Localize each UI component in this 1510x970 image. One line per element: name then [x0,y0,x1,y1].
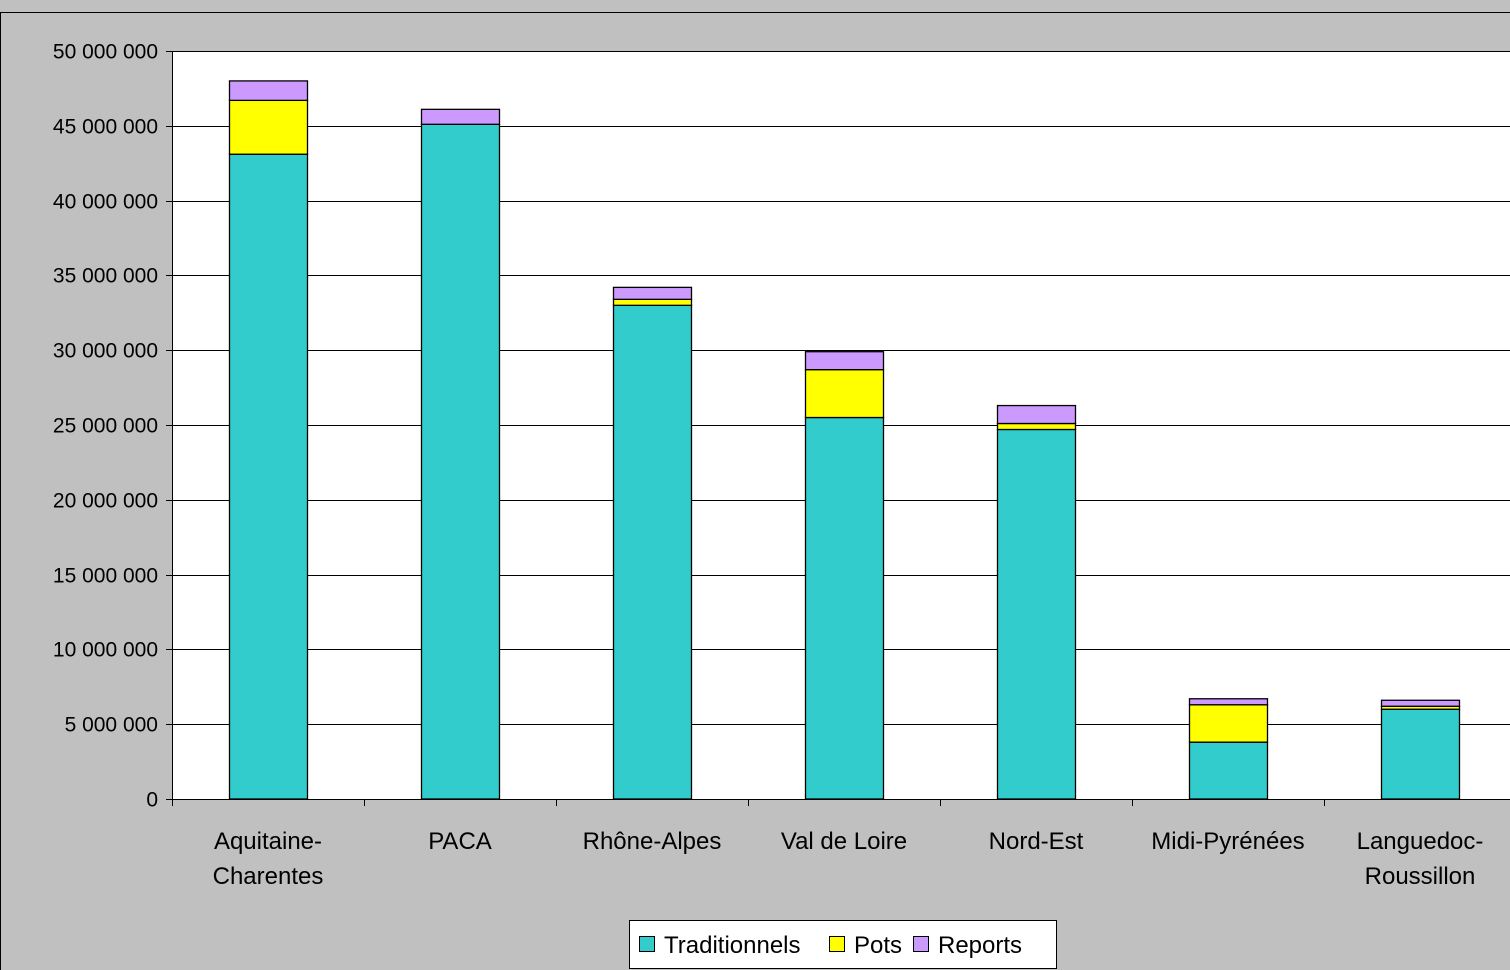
x-tick-label: Rhône-Alpes [583,828,722,855]
y-tick-label: 0 [146,789,158,812]
bar-segment [228,80,309,102]
y-tick-label: 35 000 000 [53,265,158,288]
x-tick-label: Nord-Est [989,828,1084,855]
y-tick-label: 45 000 000 [53,116,158,139]
bar-segment [804,416,885,800]
bar-segment [1188,704,1269,743]
bar-segment [804,368,885,419]
bar-segment [228,99,309,155]
legend-box [629,920,1057,969]
bar-segment [420,123,501,800]
x-tick-label: Charentes [213,863,324,890]
y-tick-label: 20 000 000 [53,490,158,513]
y-tick-label: 5 000 000 [65,714,158,737]
legend-item: Traditionnels [639,932,801,959]
bar-segment [612,286,693,300]
y-tick-label: 25 000 000 [53,415,158,438]
bar-segment [612,304,693,800]
bar-segment [996,404,1077,425]
bar-segment [996,422,1077,431]
legend-label: Reports [938,932,1022,959]
bar-segment [420,108,501,125]
legend-swatch [639,936,655,952]
bar-segment [1188,698,1269,706]
legend-label: Traditionnels [664,932,801,959]
x-tick-label: PACA [428,828,492,855]
x-tick-label: Midi-Pyrénées [1151,828,1304,855]
y-tick-label: 10 000 000 [53,639,158,662]
x-tick-label: Val de Loire [781,828,907,855]
y-tick-label: 30 000 000 [53,340,158,363]
bar-segment [1188,741,1269,800]
x-tick-label: Languedoc- [1357,828,1484,855]
bar-segment [1380,699,1461,707]
bar-segment [228,153,309,800]
legend-label: Pots [854,932,902,959]
x-tick-label: Roussillon [1365,863,1476,890]
legend-swatch [829,936,845,952]
bar-segment [612,298,693,306]
bar-segment [996,428,1077,800]
x-axis-tick-labels: Aquitaine- Charentes PACA Rhône-Alpes Val de… [213,828,1484,890]
bar-segment [1380,708,1461,800]
y-tick-label: 50 000 000 [53,41,158,64]
legend-item: Reports [913,932,1022,959]
bars [228,80,1461,800]
axes [166,51,1510,806]
y-tick-label: 40 000 000 [53,191,158,214]
legend-swatch [913,936,929,952]
legend-item: Pots [829,932,902,959]
y-tick-label: 15 000 000 [53,565,158,588]
y-axis-tick-labels: 0 5 000 000 10 000 000 15 000 000 20 000 000… [53,41,158,812]
legend: Traditionnels Pots Reports [629,920,1057,969]
x-tick-label: Aquitaine- [214,828,322,855]
bar-segment [804,351,885,371]
